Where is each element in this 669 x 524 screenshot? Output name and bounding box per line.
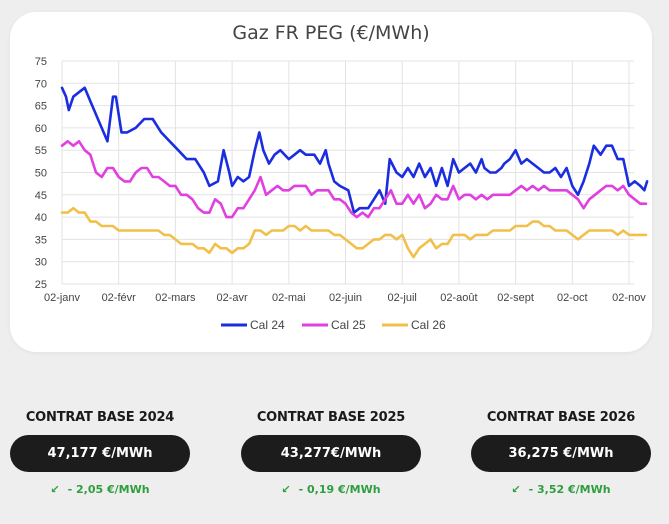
legend-label: Cal 24 [250, 318, 285, 332]
y-tick-label: 45 [35, 190, 47, 202]
y-tick-label: 55 [35, 145, 47, 157]
contract-price: 47,177 €/MWh [10, 435, 190, 472]
contract-label: CONTRAT BASE 2024 [25, 410, 175, 425]
legend-label: Cal 26 [411, 318, 446, 332]
x-tick-label: 02-août [440, 292, 477, 304]
contract-change: ↙ - 0,19 €/MWh [241, 483, 421, 496]
contract-label: CONTRAT BASE 2026 [486, 410, 636, 425]
y-tick-label: 25 [35, 279, 47, 291]
contract-change: ↙ - 2,05 €/MWh [10, 483, 190, 496]
chart-card: Gaz FR PEG (€/MWh) 25 30 35 40 45 50 55 60 65 70 7… [10, 12, 652, 352]
contract-price: 43,277€/MWh [241, 435, 421, 472]
y-tick-label: 75 [35, 56, 47, 68]
x-tick-label: 02-sept [497, 292, 534, 304]
y-tick-label: 65 [35, 101, 47, 113]
contract-label: CONTRAT BASE 2025 [256, 410, 406, 425]
contract-change-value: - 0,19 €/MWh [298, 483, 381, 496]
series-line [60, 206, 648, 259]
contract-2026: CONTRAT BASE 2026 36,275 €/MWh ↙ - 3,52 … [471, 410, 651, 496]
y-tick-label: 35 [35, 234, 47, 246]
x-tick-label: 02-juil [388, 292, 417, 304]
x-tick-label: 02-oct [557, 292, 588, 304]
y-tick-label: 70 [35, 78, 47, 90]
x-tick-label: 02-mars [155, 292, 196, 304]
contract-price: 36,275 €/MWh [471, 435, 651, 472]
contract-change-value: - 2,05 €/MWh [67, 483, 150, 496]
arrow-down-left-icon: ↙ [511, 483, 521, 496]
arrow-down-left-icon: ↙ [281, 483, 291, 496]
chart-title: Gaz FR PEG (€/MWh) [232, 22, 430, 44]
x-tick-label: 02-juin [329, 292, 362, 304]
x-tick-label: 02-nov [612, 292, 646, 304]
x-tick-label: 02-mai [272, 292, 306, 304]
y-tick-label: 30 [35, 257, 47, 269]
y-tick-label: 40 [35, 212, 47, 224]
x-tick-label: 02-janv [44, 292, 81, 304]
contract-change: ↙ - 3,52 €/MWh [471, 483, 651, 496]
series-line [60, 140, 648, 219]
contract-2024: CONTRAT BASE 2024 47,177 €/MWh ↙ - 2,05 … [10, 410, 190, 496]
legend-label: Cal 25 [331, 318, 366, 332]
y-tick-label: 50 [35, 168, 47, 180]
y-tick-label: 60 [35, 123, 47, 135]
x-tick-label: 02-avr [217, 292, 249, 304]
arrow-down-left-icon: ↙ [50, 483, 60, 496]
series-line [60, 86, 649, 214]
x-tick-label: 02-févr [102, 292, 137, 304]
contract-2025: CONTRAT BASE 2025 43,277€/MWh ↙ - 0,19 €… [241, 410, 421, 496]
gas-price-chart: 25 30 35 40 45 50 55 60 65 70 75 02-janv 02-févr 02-m… [35, 56, 649, 332]
contract-change-value: - 3,52 €/MWh [528, 483, 611, 496]
